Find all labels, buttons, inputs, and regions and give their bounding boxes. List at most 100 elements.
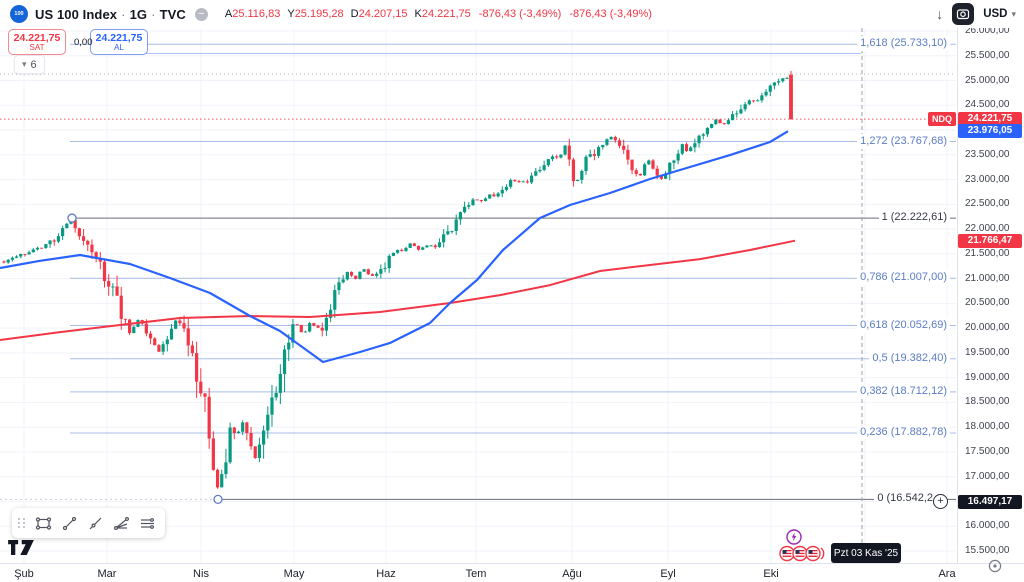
flag-events-icon[interactable]: [779, 545, 829, 567]
candle-body: [513, 180, 517, 182]
candle-body: [550, 156, 555, 160]
ray-tool-icon[interactable]: [83, 511, 107, 535]
fib-label-0,618[interactable]: 0,618 (20.052,69): [857, 317, 950, 333]
candle-body: [584, 156, 588, 172]
candle-body: [287, 342, 291, 350]
candle-body: [542, 165, 546, 170]
fast-ma-line[interactable]: [0, 130, 789, 364]
price-tick: 19.500,00: [965, 346, 1010, 358]
candle-body: [328, 309, 333, 318]
candle-body: [421, 247, 425, 250]
camera-glyph: [957, 9, 970, 20]
drawing-toolbar: [12, 508, 165, 538]
candle-body: [308, 323, 312, 332]
candle-body: [425, 245, 429, 248]
toolbar-drag-handle[interactable]: [18, 518, 26, 528]
candle-body: [94, 252, 98, 259]
currency-dropdown[interactable]: USD ▾: [983, 8, 1016, 20]
horizontal-lines-tool-icon[interactable]: [135, 511, 159, 535]
camera-snapshot-icon[interactable]: [952, 3, 975, 25]
candle-body: [559, 154, 563, 158]
candle-body: [442, 234, 446, 243]
candle-body: [483, 198, 488, 201]
rectangle-tool-icon[interactable]: [31, 511, 55, 535]
open-label: A: [224, 8, 233, 20]
fib-label-0,382[interactable]: 0,382 (18.712,12): [857, 383, 950, 399]
candle-body: [689, 147, 693, 152]
last-price-tag: 24.221,75: [958, 112, 1022, 127]
candle-body: [701, 134, 705, 136]
candle-body: [638, 173, 643, 176]
buy-button[interactable]: 24.221,75 AL: [90, 29, 148, 55]
candle-body: [643, 164, 647, 176]
fan-lines-tool-icon[interactable]: [109, 511, 133, 535]
candle-body: [588, 154, 592, 157]
candle-body: [613, 137, 617, 141]
candle-body: [760, 95, 764, 101]
candle-body: [609, 137, 613, 140]
title-separator: ·: [121, 6, 126, 22]
fib-label-0[interactable]: 0 (16.542,2: [874, 491, 936, 507]
open-value: 25.116,83: [232, 8, 281, 20]
sell-button[interactable]: 24.221,75 SAT: [8, 29, 66, 55]
candle-body: [676, 153, 680, 161]
fib-label-0,5[interactable]: 0,5 (19.382,40): [869, 350, 950, 366]
candle-body: [592, 154, 596, 156]
symbol-logo-icon: 100: [10, 5, 28, 23]
time-tick-Şub: Şub: [14, 568, 34, 580]
candle-body: [262, 430, 266, 445]
candle-body: [433, 245, 437, 248]
candle-body: [165, 339, 169, 345]
indicators-collapse-chip[interactable]: ▾ 6: [14, 55, 45, 74]
candle-body: [517, 181, 521, 183]
symbol-title[interactable]: US 100 Index · 1G · TVC: [35, 7, 186, 22]
trade-widget: 24.221,75 SAT 0,00 24.221,75 AL: [8, 29, 148, 55]
price-tick: 17.500,00: [965, 445, 1010, 457]
fib-label-1,272[interactable]: 1,272 (23.767,68): [857, 133, 950, 149]
price-tick: 24.500,00: [965, 99, 1010, 111]
candle-body: [354, 275, 358, 279]
fib-label-0,236[interactable]: 0,236 (17.882,78): [857, 424, 950, 440]
chart-header: 100 US 100 Index · 1G · TVC – A 25.116,83 Y 25…: [0, 0, 1024, 28]
candle-body: [672, 160, 676, 163]
candle-body: [282, 349, 287, 374]
candle-body: [663, 173, 668, 179]
time-axis[interactable]: Şub Mar Nis May Haz Tem Ağu Eyl Eki Ara: [0, 563, 1024, 582]
price-tick: 20.000,00: [965, 322, 1010, 334]
candle-body: [764, 91, 768, 96]
candle-body: [220, 474, 224, 488]
candle-body: [375, 273, 379, 276]
lightning-event-icon[interactable]: [786, 529, 802, 550]
fib-label-1[interactable]: 1 (22.222,61): [878, 210, 950, 226]
add-alert-plus-icon[interactable]: +: [933, 494, 948, 509]
candle-body: [446, 231, 450, 235]
fib-label-0,786[interactable]: 0,786 (21.007,00): [857, 270, 950, 286]
candle-body: [178, 320, 182, 324]
candle-body: [299, 324, 303, 333]
fib-anchor-handle[interactable]: [67, 213, 77, 223]
candle-body: [190, 345, 195, 354]
tradingview-logo[interactable]: [8, 540, 34, 560]
candle-body: [341, 279, 345, 283]
download-arrow-icon[interactable]: ↓: [936, 6, 944, 22]
candle-body: [199, 381, 203, 394]
exchange-label: TVC: [159, 6, 186, 22]
candle-body: [241, 422, 245, 432]
candle-body: [781, 78, 785, 82]
candle-body: [56, 236, 61, 242]
trendline-tool-icon[interactable]: [57, 511, 81, 535]
candle-body: [224, 462, 228, 475]
price-axis[interactable]: 26.000,0025.500,0025.000,0024.500,0024.0…: [957, 0, 1024, 563]
fib-label-1,618[interactable]: 1,618 (25.733,10): [857, 36, 950, 52]
candle-body: [580, 171, 584, 180]
candle-body: [153, 338, 157, 346]
scroll-to-realtime-icon[interactable]: [988, 559, 1002, 578]
fib-anchor-handle[interactable]: [213, 494, 223, 505]
candle-body: [195, 353, 199, 382]
candle-body: [567, 145, 571, 160]
candle-body: [534, 171, 538, 176]
candle-body: [391, 252, 396, 256]
candle-body: [40, 247, 44, 249]
candle-body: [718, 119, 722, 124]
